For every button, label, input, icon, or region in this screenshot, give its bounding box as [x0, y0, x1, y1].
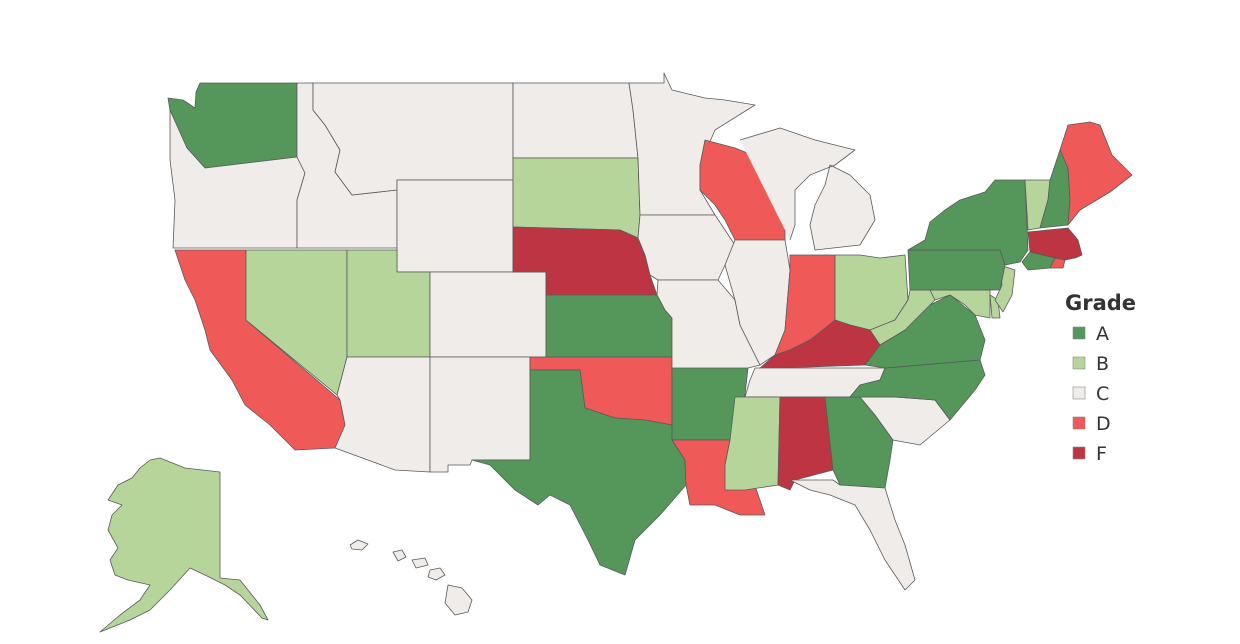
- state-ny[interactable]: [907, 179, 1029, 266]
- state-ia[interactable]: [637, 214, 736, 281]
- state-fl[interactable]: [789, 479, 916, 591]
- legend-label-d: D: [1096, 413, 1111, 435]
- state-ca[interactable]: [174, 249, 346, 451]
- legend-label-f: F: [1096, 443, 1107, 465]
- state-ms[interactable]: [724, 396, 781, 491]
- state-mn[interactable]: [628, 72, 756, 216]
- state-ne[interactable]: [512, 226, 658, 296]
- state-az[interactable]: [334, 356, 431, 473]
- legend-label-b: B: [1096, 353, 1109, 375]
- legend-swatch-f: [1072, 446, 1086, 460]
- state-sd[interactable]: [512, 157, 641, 239]
- state-hi[interactable]: [349, 539, 473, 616]
- state-nj[interactable]: [994, 264, 1016, 313]
- legend-label-c: C: [1096, 383, 1109, 405]
- state-tx[interactable]: [471, 369, 687, 576]
- legend-label-a: A: [1096, 323, 1109, 345]
- state-nm[interactable]: [429, 356, 531, 473]
- state-mt[interactable]: [312, 82, 514, 196]
- legend-swatch-b: [1072, 356, 1086, 370]
- state-ct[interactable]: [1021, 251, 1056, 271]
- state-wy[interactable]: [396, 179, 514, 273]
- state-pa[interactable]: [907, 249, 1006, 291]
- state-me[interactable]: [1059, 121, 1133, 226]
- legend-swatch-d: [1072, 416, 1086, 430]
- state-ky[interactable]: [759, 319, 881, 369]
- legend-title: Grade: [1065, 291, 1136, 315]
- state-ak[interactable]: [99, 457, 269, 633]
- state-al[interactable]: [777, 396, 834, 491]
- state-ri[interactable]: [1049, 257, 1066, 269]
- state-mi[interactable]: [739, 127, 876, 251]
- state-il[interactable]: [724, 239, 791, 366]
- state-nd[interactable]: [512, 82, 639, 159]
- state-ks[interactable]: [545, 294, 673, 358]
- legend-swatch-c: [1072, 386, 1086, 400]
- state-co[interactable]: [429, 271, 547, 358]
- state-nc[interactable]: [849, 359, 986, 421]
- legend-swatch-a: [1072, 326, 1086, 340]
